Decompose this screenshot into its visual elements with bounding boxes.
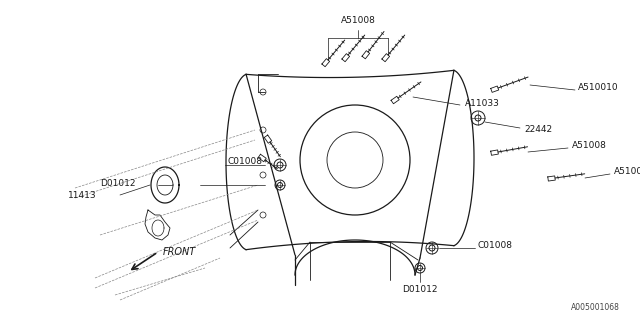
Text: FRONT: FRONT (163, 247, 196, 257)
Text: 22442: 22442 (524, 125, 552, 134)
Text: A510010: A510010 (578, 84, 619, 92)
Text: A005001068: A005001068 (571, 303, 620, 312)
Text: C01008: C01008 (478, 242, 513, 251)
Text: A11033: A11033 (465, 100, 500, 108)
Text: C01008: C01008 (228, 157, 263, 166)
Text: D01012: D01012 (100, 179, 136, 188)
Text: A51008: A51008 (340, 16, 376, 25)
Text: 11413: 11413 (68, 191, 97, 201)
Text: D01012: D01012 (403, 285, 438, 294)
Text: A51008: A51008 (614, 167, 640, 177)
Text: A51008: A51008 (572, 141, 607, 150)
